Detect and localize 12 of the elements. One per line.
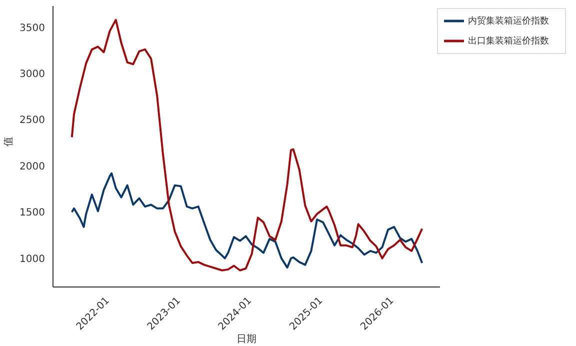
y-axis-title: 值 [4, 136, 15, 146]
legend-label: 内贸集装箱运价指数 [468, 16, 549, 26]
x-axis-title: 日期 [236, 333, 256, 345]
line-series [70, 172, 424, 269]
y-tick-label: 1500 [20, 208, 45, 219]
y-tick-label: 2000 [20, 161, 45, 172]
y-tick-label: 2500 [20, 115, 45, 126]
y-tick-label: 1000 [20, 254, 45, 265]
y-tick-label: 3500 [20, 22, 45, 34]
legend-label: 出口集装箱运价指数 [468, 36, 549, 46]
y-tick-label: 3000 [20, 69, 45, 80]
line-series [70, 18, 424, 272]
